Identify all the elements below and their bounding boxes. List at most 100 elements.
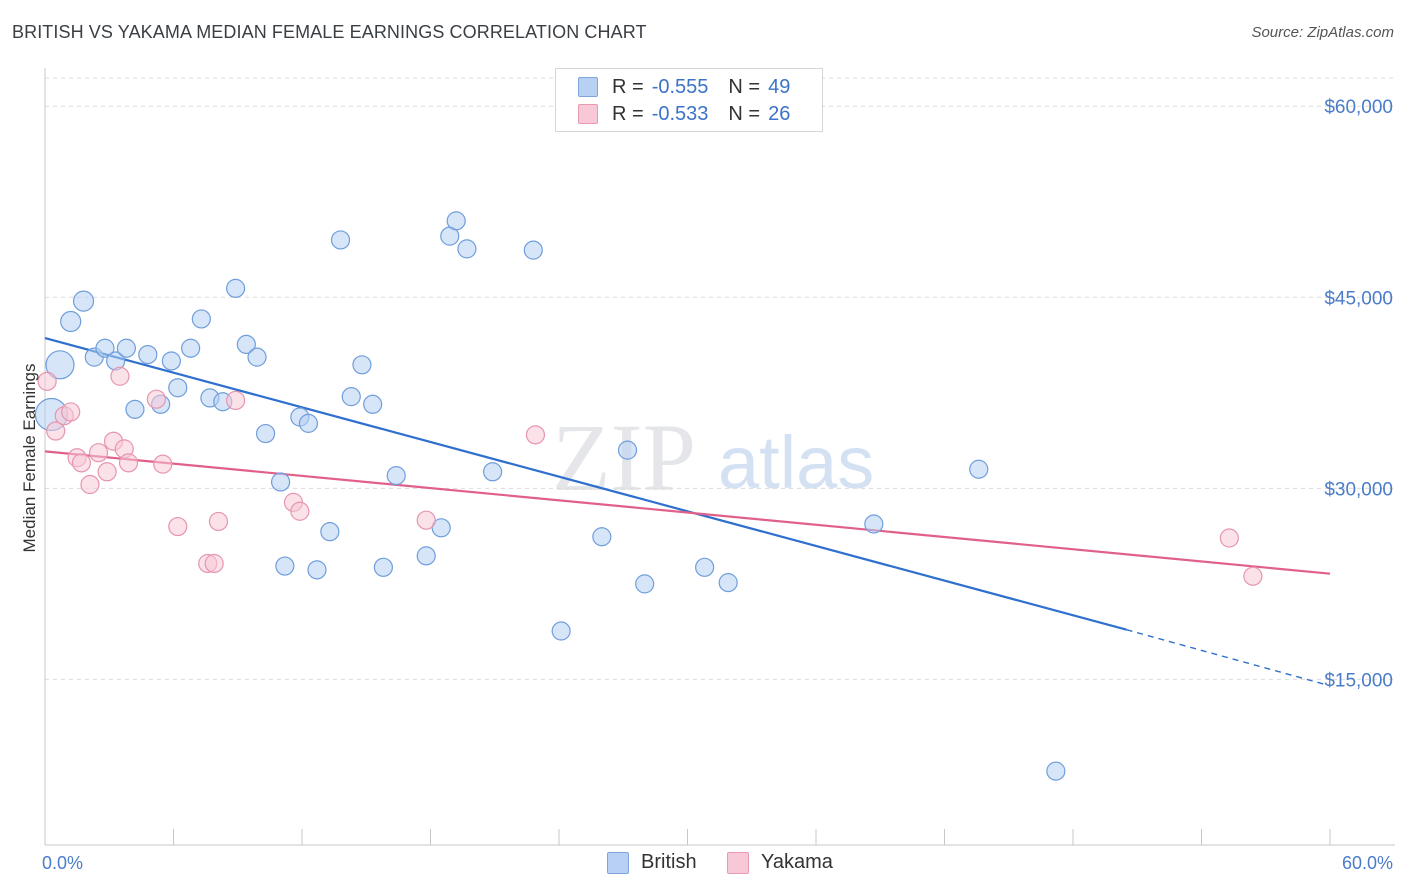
- british-point: [161, 351, 181, 371]
- x-tick-label-start: 0.0%: [42, 853, 83, 873]
- british-point: [298, 413, 319, 433]
- yakama-point: [71, 453, 92, 473]
- y-tick-label: $45,000: [1324, 288, 1393, 309]
- british-point: [352, 355, 372, 375]
- british-swatch-icon: [578, 77, 598, 97]
- british-n-value: 49: [768, 75, 791, 98]
- yakama-point: [168, 516, 188, 537]
- yakama-point: [416, 510, 436, 530]
- yakama-r-value: -0.533: [651, 102, 709, 125]
- british-point: [341, 387, 361, 407]
- british-point: [617, 440, 638, 460]
- gridlines: [45, 77, 1395, 680]
- y-tick-label: $15,000: [1324, 670, 1393, 691]
- yakama-point: [80, 474, 100, 495]
- british-point: [363, 394, 383, 414]
- british-point: [592, 527, 612, 547]
- y-tick-labels: $15,000 $30,000 $45,000 $60,000: [1324, 97, 1393, 691]
- british-point: [168, 378, 188, 398]
- british-point: [255, 423, 276, 444]
- british-point: [446, 211, 466, 231]
- yakama-trend-line: [44, 450, 1331, 575]
- british-r-value: -0.555: [651, 75, 709, 98]
- british-point: [226, 278, 246, 298]
- british-point: [864, 514, 884, 534]
- british-point: [416, 546, 436, 566]
- british-r-label: R =: [612, 75, 644, 98]
- british-point: [969, 459, 989, 479]
- british-n-label: N =: [728, 75, 761, 98]
- british-point: [431, 518, 451, 538]
- yakama-point: [153, 454, 173, 474]
- british-point: [307, 560, 327, 580]
- british-point: [247, 347, 267, 367]
- british-point: [373, 557, 393, 577]
- yakama-point: [208, 511, 229, 532]
- source-credit: Source: ZipAtlas.com: [1251, 24, 1394, 41]
- y-tick-label: $60,000: [1324, 97, 1393, 118]
- yakama-point: [1243, 566, 1263, 586]
- british-point: [125, 399, 145, 419]
- yakama-point: [88, 443, 109, 463]
- x-ticks: [44, 829, 1331, 845]
- legend-item-yakama[interactable]: Yakama: [727, 851, 833, 874]
- british-point: [551, 621, 571, 641]
- yakama-point: [118, 453, 139, 473]
- yakama-r-label: R =: [612, 102, 644, 125]
- yakama-point: [226, 390, 246, 411]
- british-trend-line: [44, 336, 1127, 631]
- british-point: [45, 350, 75, 380]
- chart-title: BRITISH VS YAKAMA MEDIAN FEMALE EARNINGS…: [12, 22, 647, 42]
- british-point: [523, 240, 543, 260]
- british-point: [191, 309, 211, 329]
- axes: [44, 68, 1395, 846]
- yakama-point: [525, 425, 546, 445]
- yakama-legend-swatch-icon: [727, 851, 749, 874]
- british-point: [60, 310, 82, 333]
- british-legend-swatch-icon: [607, 851, 629, 874]
- y-tick-label: $30,000: [1324, 479, 1393, 500]
- yakama-point: [204, 553, 224, 574]
- british-point: [483, 462, 503, 482]
- legend-row-british: R = -0.555 N = 49: [578, 75, 790, 99]
- yakama-point: [290, 501, 310, 521]
- y-axis-label: Median Female Earnings: [20, 364, 39, 553]
- legend-row-yakama: R = -0.533 N = 26: [578, 102, 790, 126]
- british-point: [330, 230, 351, 250]
- british-point: [270, 472, 291, 492]
- stats-legend: R = -0.555 N = 49 R = -0.533 N = 26: [555, 68, 823, 132]
- british-point: [386, 466, 406, 486]
- watermark: ZIP atlas: [552, 404, 874, 511]
- x-tick-labels: 0.0% 60.0%: [42, 853, 1393, 873]
- british-point: [275, 556, 295, 576]
- x-tick-label-end: 60.0%: [1342, 853, 1393, 873]
- british-point: [95, 338, 115, 358]
- yakama-swatch-icon: [578, 104, 598, 124]
- yakama-point: [97, 462, 117, 482]
- british-point: [1046, 761, 1066, 781]
- british-point: [718, 573, 738, 593]
- yakama-n-value: 26: [768, 102, 791, 125]
- british-point: [457, 239, 477, 259]
- yakama-point: [110, 366, 130, 386]
- british-point: [236, 334, 256, 355]
- british-legend-label: British: [641, 851, 697, 873]
- british-trend-extension: [1126, 629, 1331, 687]
- british-point: [695, 557, 715, 577]
- yakama-legend-label: Yakama: [761, 851, 833, 873]
- british-point: [635, 574, 655, 594]
- series-legend: British Yakama: [0, 851, 1406, 877]
- british-point: [320, 522, 340, 542]
- yakama-point: [146, 389, 166, 409]
- british-point: [138, 344, 158, 365]
- yakama-point: [37, 371, 57, 391]
- british-point: [116, 338, 136, 358]
- british-point: [72, 290, 95, 312]
- british-point: [181, 338, 201, 358]
- legend-item-british[interactable]: British: [607, 851, 697, 874]
- trend-lines: [44, 336, 1331, 687]
- yakama-point: [61, 402, 81, 422]
- data-points: [34, 211, 1263, 781]
- watermark-atlas: atlas: [718, 421, 874, 504]
